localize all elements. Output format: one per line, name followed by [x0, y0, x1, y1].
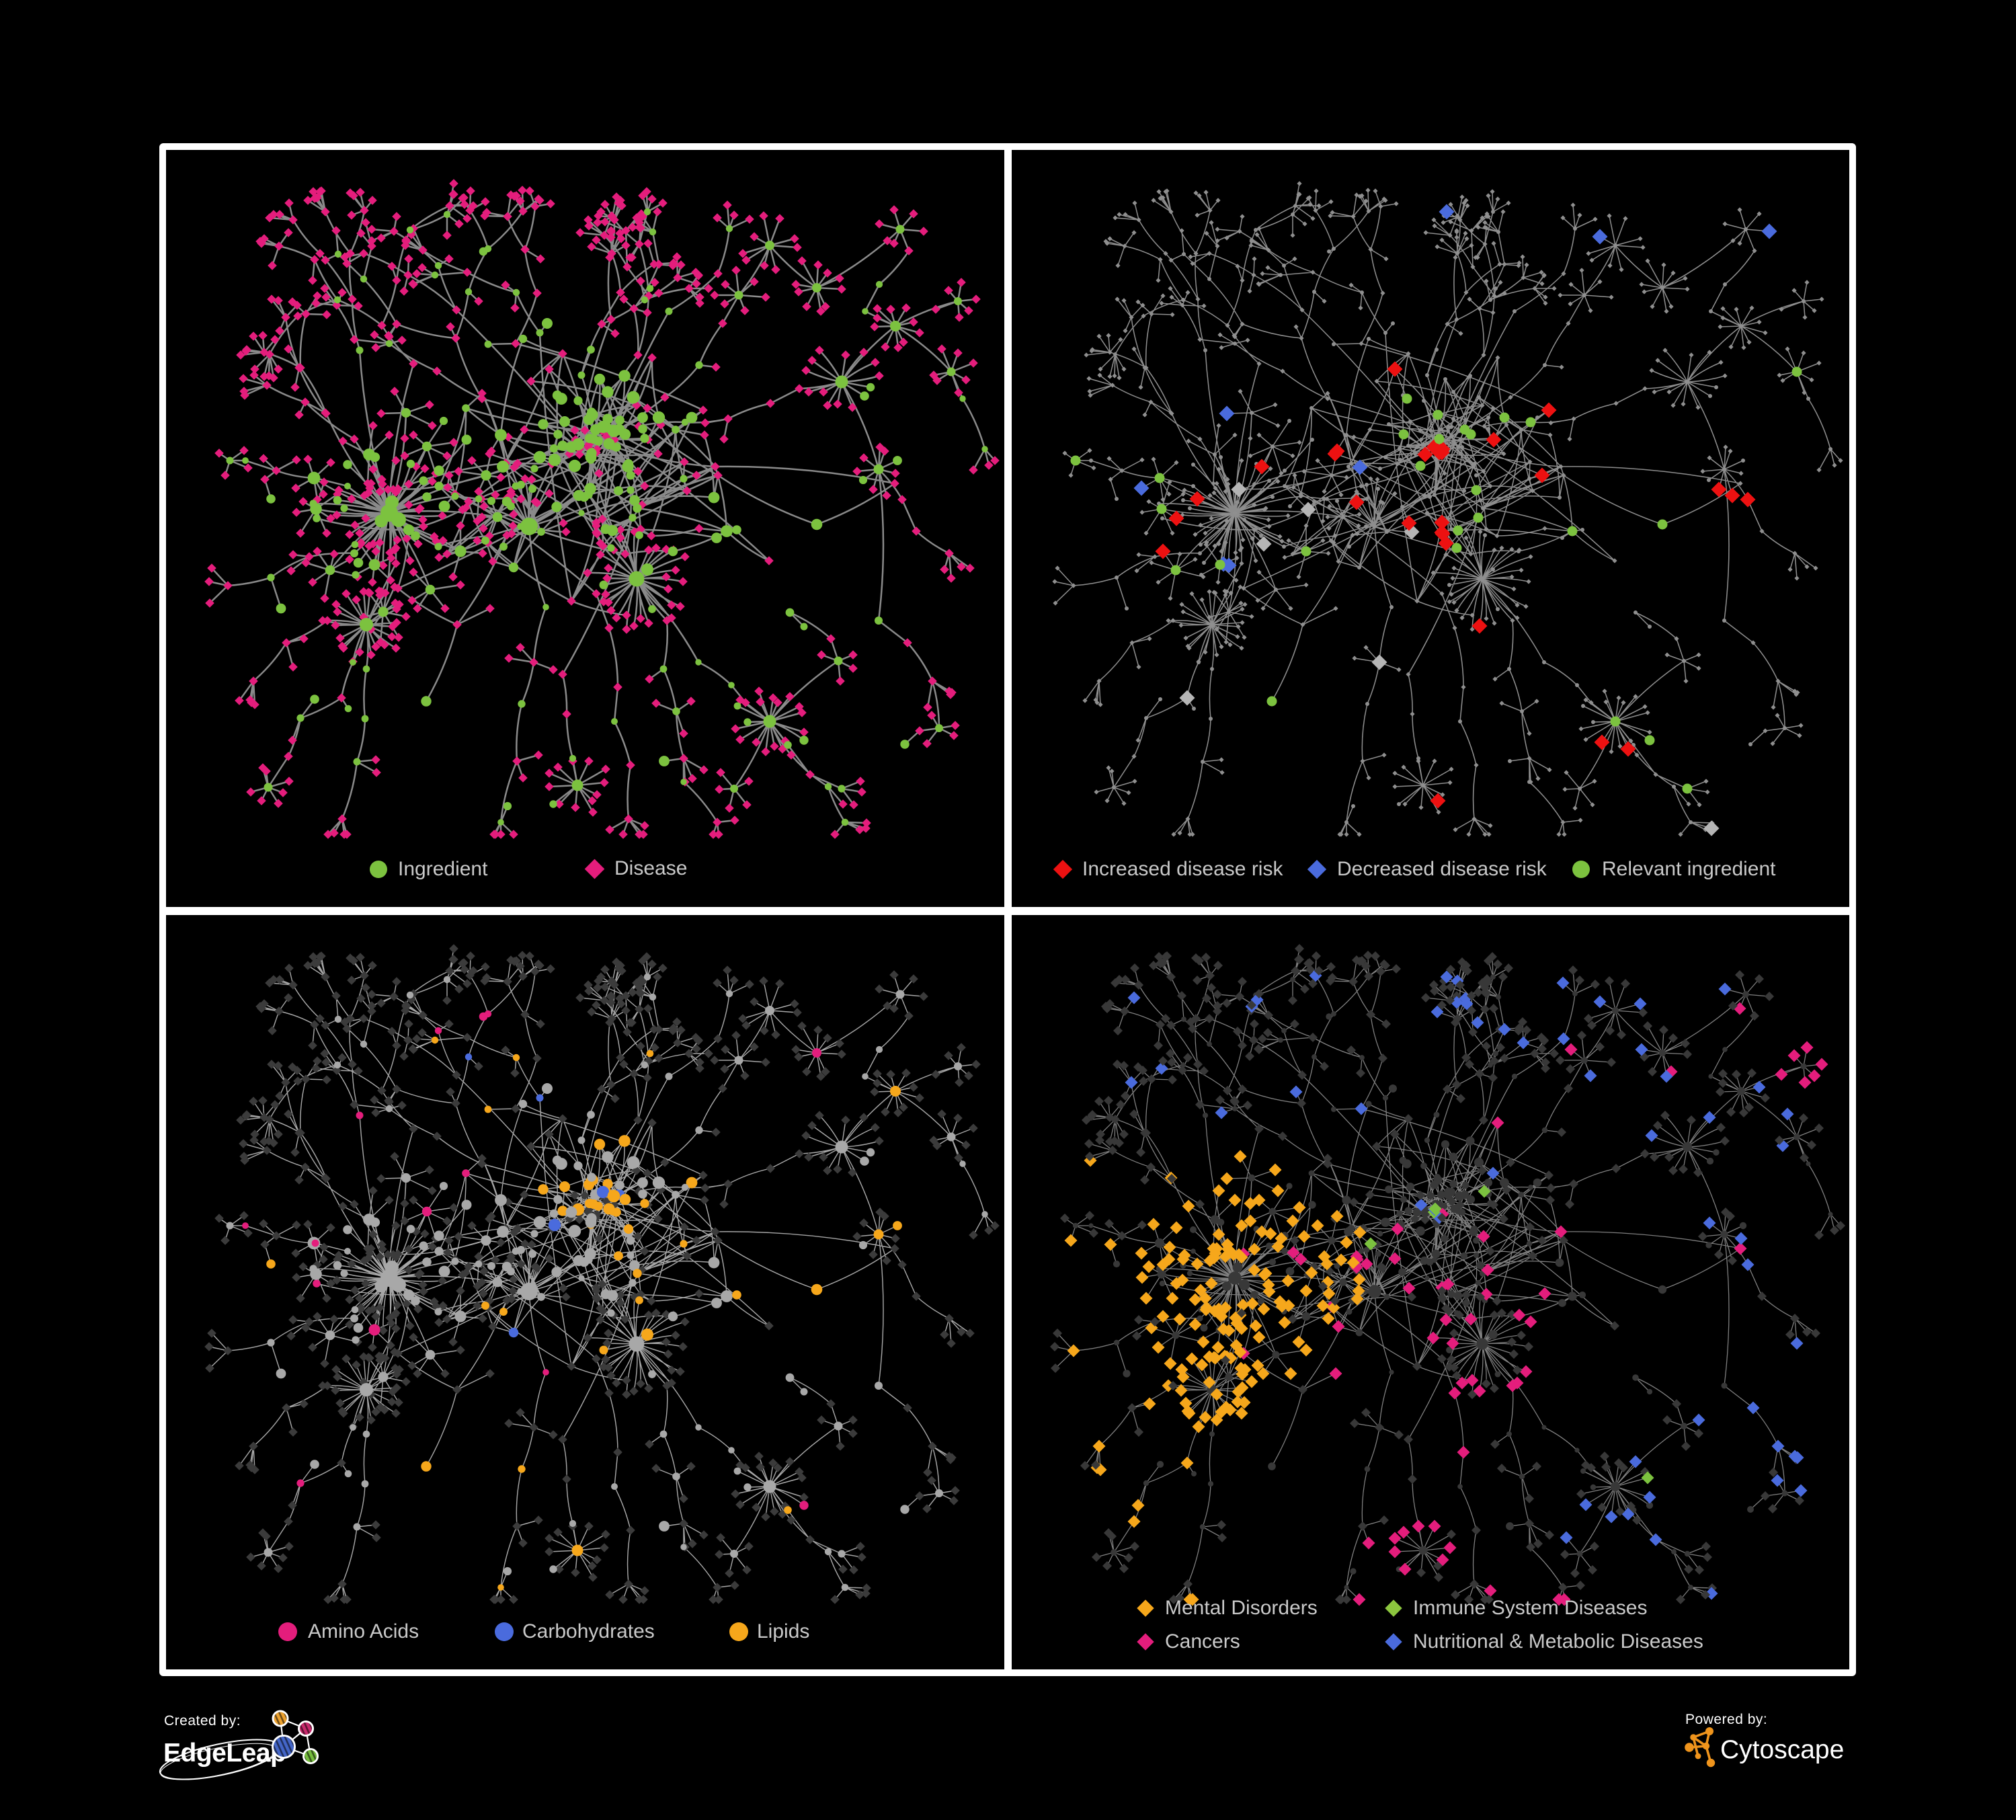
svg-text:Cytoscape: Cytoscape	[1720, 1735, 1844, 1764]
svg-text:Created by:: Created by:	[164, 1713, 241, 1729]
svg-text:Powered by:: Powered by:	[1685, 1712, 1767, 1727]
